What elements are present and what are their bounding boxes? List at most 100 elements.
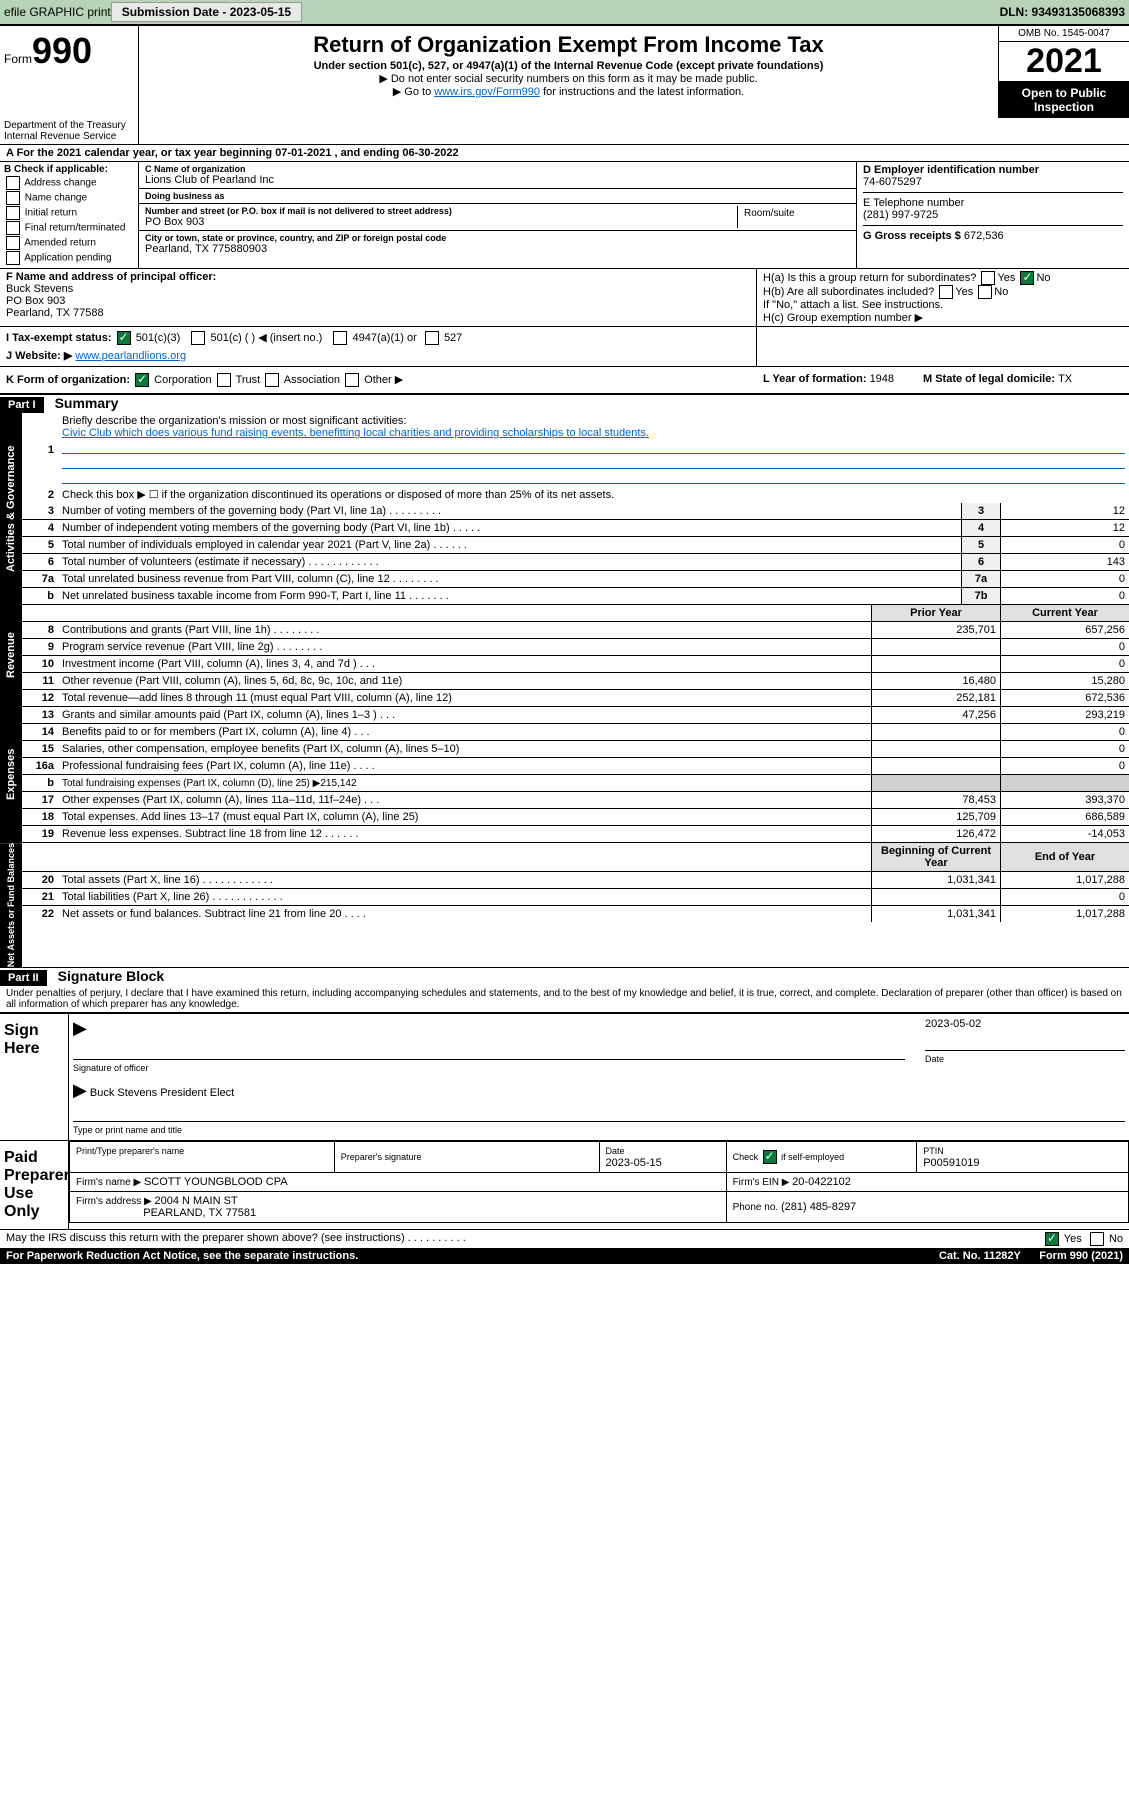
c-column: C Name of organization Lions Club of Pea… (139, 162, 856, 268)
mission-text[interactable]: Civic Club which does various fund raisi… (62, 427, 649, 439)
chk-amended-return[interactable]: Amended return (4, 236, 134, 250)
form-word: Form (4, 52, 32, 66)
prep-date: 2023-05-15 (606, 1157, 662, 1169)
l5: Total number of individuals employed in … (58, 537, 962, 554)
paid-preparer-label: Paid Preparer Use Only (0, 1141, 68, 1229)
m-label: M State of legal domicile: (923, 373, 1058, 385)
tax-year: 2021 (999, 42, 1129, 82)
l19: Revenue less expenses. Subtract line 18 … (58, 826, 872, 843)
ha-no[interactable] (1020, 271, 1034, 285)
officer-addr1: PO Box 903 (6, 295, 65, 307)
year-formation: 1948 (870, 373, 894, 385)
chk-address-change[interactable]: Address change (4, 176, 134, 190)
chk-527[interactable] (425, 331, 439, 345)
l7b-val: 0 (1001, 588, 1129, 605)
form-990-number: 990 (32, 30, 92, 71)
irs-link[interactable]: www.irs.gov/Form990 (434, 86, 540, 98)
side-expenses: Expenses (0, 707, 22, 842)
l6: Total number of volunteers (estimate if … (58, 554, 962, 571)
chk-final-return[interactable]: Final return/terminated (4, 221, 134, 235)
chk-application-pending[interactable]: Application pending (4, 251, 134, 265)
paperwork-notice: For Paperwork Reduction Act Notice, see … (6, 1250, 358, 1262)
l5-val: 0 (1001, 537, 1129, 554)
d-column: D Employer identification number 74-6075… (856, 162, 1129, 268)
website-link[interactable]: www.pearlandlions.org (75, 350, 186, 362)
side-net-assets: Net Assets or Fund Balances (0, 843, 22, 967)
cat-no: Cat. No. 11282Y (939, 1250, 1021, 1262)
j-label: J Website: ▶ (6, 350, 75, 362)
firm-addr2: PEARLAND, TX 77581 (143, 1207, 256, 1219)
chk-name-change[interactable]: Name change (4, 191, 134, 205)
hb-yes[interactable] (939, 285, 953, 299)
hb-label: H(b) Are all subordinates included? (763, 286, 934, 298)
year-cell: OMB No. 1545-0047 2021 Open to Public In… (998, 26, 1129, 118)
dln-label: DLN: 93493135068393 (1000, 5, 1125, 19)
line-a: A For the 2021 calendar year, or tax yea… (0, 145, 1129, 162)
type-name-label: Type or print name and title (73, 1125, 182, 1135)
discuss-no[interactable] (1090, 1232, 1104, 1246)
ha-yes[interactable] (981, 271, 995, 285)
l16a: Professional fundraising fees (Part IX, … (58, 758, 872, 775)
state-domicile: TX (1058, 373, 1072, 385)
ein-label: D Employer identification number (863, 164, 1039, 176)
l7a-val: 0 (1001, 571, 1129, 588)
firm-phone: (281) 485-8297 (781, 1201, 856, 1213)
l15: Salaries, other compensation, employee b… (58, 741, 872, 758)
hdr-end: End of Year (1001, 843, 1129, 872)
k-row: K Form of organization: Corporation Trus… (0, 367, 1129, 395)
f-h-row: F Name and address of principal officer:… (0, 269, 1129, 327)
self-employed: Check if self-employed (733, 1152, 845, 1162)
hb-no[interactable] (978, 285, 992, 299)
chk-501c[interactable] (191, 331, 205, 345)
efile-label: efile GRAPHIC print (4, 5, 111, 19)
name-arrow-icon: ▶ (73, 1080, 87, 1100)
submission-date-button[interactable]: Submission Date - 2023-05-15 (111, 2, 302, 22)
form-footer: Form 990 (2021) (1039, 1250, 1123, 1262)
i-label: I Tax-exempt status: (6, 332, 112, 344)
chk-4947[interactable] (333, 331, 347, 345)
form-number-cell: Form990 (0, 26, 139, 118)
chk-other[interactable] (345, 373, 359, 387)
l-label: L Year of formation: (763, 373, 870, 385)
firm-addr1: 2004 N MAIN ST (155, 1195, 238, 1207)
form-subtitle: Under section 501(c), 527, or 4947(a)(1)… (147, 60, 990, 72)
sig-date-label: Date (925, 1054, 944, 1064)
chk-self-employed[interactable] (763, 1150, 777, 1164)
hdr-curr: Current Year (1001, 605, 1129, 622)
dba-label: Doing business as (145, 191, 850, 201)
org-name-label: C Name of organization (145, 164, 850, 174)
tel-label: E Telephone number (863, 197, 964, 209)
prep-sig-label: Preparer's signature (341, 1152, 422, 1162)
ssn-warning: ▶ Do not enter social security numbers o… (147, 72, 990, 85)
l7a: Total unrelated business revenue from Pa… (58, 571, 962, 588)
chk-trust[interactable] (217, 373, 231, 387)
footer: For Paperwork Reduction Act Notice, see … (0, 1248, 1129, 1264)
l4-val: 12 (1001, 520, 1129, 537)
l1-label: Briefly describe the organization's miss… (62, 415, 406, 427)
l13: Grants and similar amounts paid (Part IX… (58, 707, 872, 724)
addr-value: PO Box 903 (145, 216, 737, 228)
chk-association[interactable] (265, 373, 279, 387)
open-to-public: Open to Public Inspection (999, 82, 1129, 118)
b-column: B Check if applicable: Address change Na… (0, 162, 139, 268)
ein-value: 74-6075297 (863, 176, 922, 188)
firm-phone-label: Phone no. (733, 1202, 781, 1213)
hc-label: H(c) Group exemption number ▶ (763, 311, 1123, 324)
chk-corporation[interactable] (135, 373, 149, 387)
l7b: Net unrelated business taxable income fr… (58, 588, 962, 605)
form-header: Form990 Return of Organization Exempt Fr… (0, 24, 1129, 118)
sign-here-label: Sign Here (0, 1014, 68, 1140)
l3-val: 12 (1001, 503, 1129, 520)
form-title: Return of Organization Exempt From Incom… (147, 32, 990, 58)
l4: Number of independent voting members of … (58, 520, 962, 537)
chk-501c3[interactable] (117, 331, 131, 345)
discuss-yes[interactable] (1045, 1232, 1059, 1246)
gross-value: 672,536 (964, 230, 1004, 242)
room-suite-label: Room/suite (738, 206, 850, 228)
l12: Total revenue—add lines 8 through 11 (mu… (58, 690, 872, 707)
l21: Total liabilities (Part X, line 26) . . … (58, 889, 872, 906)
firm-ein: 20-0422102 (792, 1176, 851, 1188)
l3: Number of voting members of the governin… (58, 503, 962, 520)
side-activities: Activities & Governance (0, 413, 22, 604)
chk-initial-return[interactable]: Initial return (4, 206, 134, 220)
